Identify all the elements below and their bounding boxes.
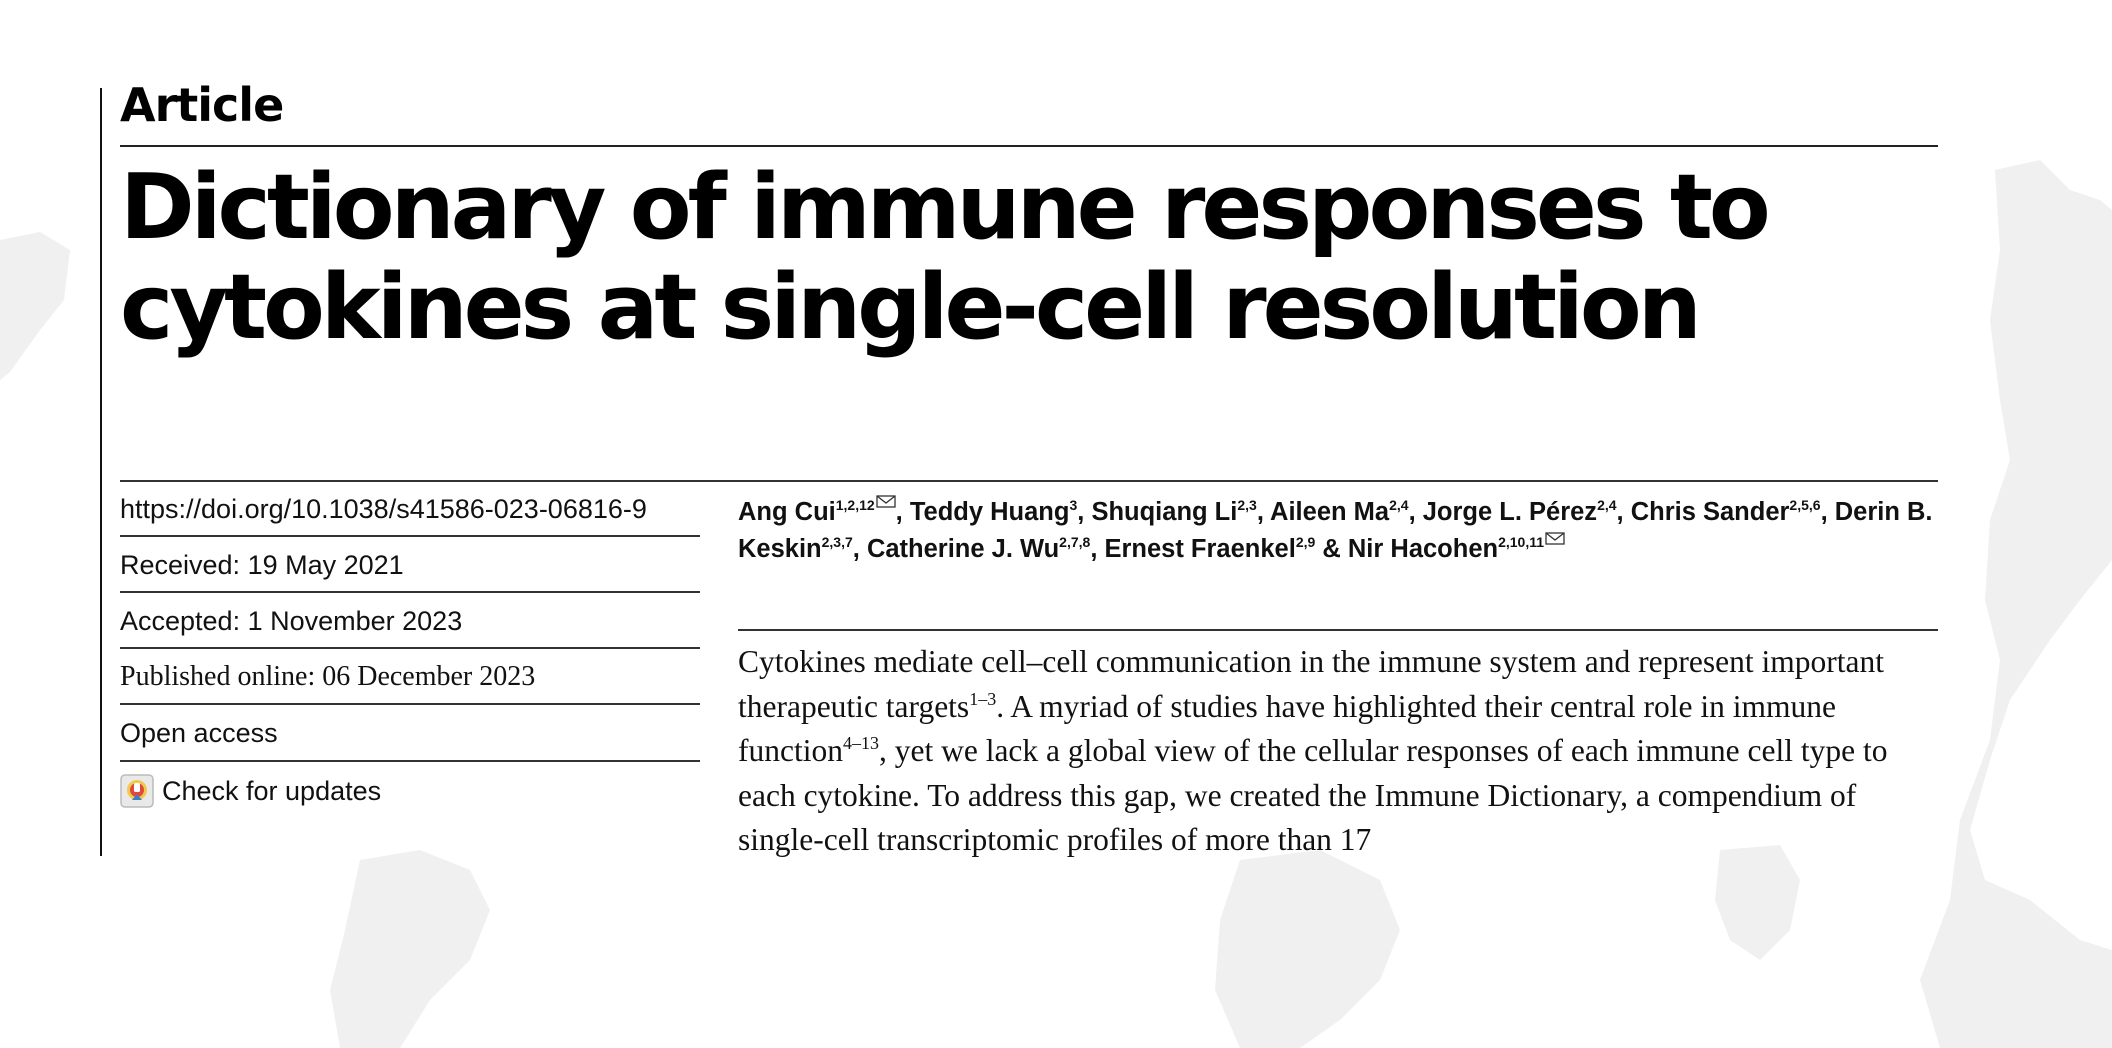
author-name[interactable]: Jorge L. Pérez2,4	[1423, 498, 1617, 526]
author-affiliation: 2,5,6	[1789, 497, 1821, 513]
author-name[interactable]: Catherine J. Wu2,7,8	[867, 535, 1090, 563]
received-date: Received: 19 May 2021	[120, 550, 404, 580]
author-name[interactable]: Shuqiang Li2,3	[1091, 498, 1256, 526]
author-name-text: Aileen Ma	[1270, 498, 1390, 526]
author-name-text: Chris Sander	[1630, 498, 1790, 526]
author-separator: ,	[1820, 498, 1835, 526]
author-name[interactable]: Nir Hacohen2,10,11	[1347, 532, 1565, 563]
author-separator: ,	[1616, 498, 1631, 526]
abstract-text: Cytokines mediate cell–cell communicatio…	[738, 640, 1933, 858]
author-separator: ,	[1077, 498, 1092, 526]
author-name[interactable]: Chris Sander2,5,6	[1631, 498, 1821, 526]
envelope-icon[interactable]	[876, 495, 896, 508]
author-separator: ,	[1408, 498, 1423, 526]
author-name[interactable]: Ernest Fraenkel2,9	[1104, 535, 1315, 563]
author-separator: ,	[1090, 535, 1105, 563]
doi-link[interactable]: https://doi.org/10.1038/s41586-023-06816…	[120, 494, 647, 524]
meta-rule-1	[120, 535, 700, 537]
author-affiliation: 3	[1069, 497, 1078, 513]
abstract-segment: . A myriad of studies have highlighted t…	[738, 688, 1837, 769]
meta-rule-5	[120, 760, 700, 762]
author-list: Ang Cui1,2,12, Teddy Huang3, Shuqiang Li…	[738, 494, 1938, 568]
header-rule	[120, 145, 1938, 147]
author-name[interactable]: Ang Cui1,2,12	[738, 495, 896, 526]
author-separator: ,	[1256, 498, 1271, 526]
author-affiliation: 2,7,8	[1059, 534, 1091, 550]
author-affiliation: 2,3,7	[821, 534, 853, 550]
author-name-text: Teddy Huang	[909, 498, 1070, 526]
author-name-text: Ernest Fraenkel	[1104, 535, 1296, 563]
check-for-updates-label: Check for updates	[162, 775, 382, 806]
author-affiliation: 2,4	[1597, 497, 1617, 513]
author-name[interactable]: Aileen Ma2,4	[1270, 498, 1409, 526]
author-separator: &	[1315, 535, 1348, 563]
meta-rule-4	[120, 703, 700, 705]
author-name-text: Catherine J. Wu	[866, 535, 1060, 563]
accepted-date: Accepted: 1 November 2023	[120, 606, 463, 636]
author-name-text: Jorge L. Pérez	[1422, 498, 1598, 526]
paper-title: Dictionary of immune responses to cytoki…	[120, 155, 1771, 360]
author-affiliation: 2,3	[1237, 497, 1257, 513]
page-cutoff	[0, 856, 2112, 1048]
author-affiliation: 1,2,12	[835, 497, 875, 513]
author-name-text: Ang Cui	[738, 498, 836, 526]
author-separator: ,	[852, 535, 867, 563]
check-for-updates-button[interactable]: Check for updates	[120, 774, 381, 808]
meta-rule-3	[120, 647, 700, 649]
author-affiliation: 2,9	[1295, 534, 1316, 550]
author-affiliation: 2,10,11	[1498, 534, 1545, 550]
citation-reference[interactable]: 4–13	[842, 733, 879, 753]
meta-rule-top	[120, 480, 1938, 482]
left-margin-rule	[100, 88, 102, 856]
author-name-text: Shuqiang Li	[1091, 498, 1238, 526]
published-date: Published online: 06 December 2023	[120, 661, 536, 692]
author-name-text: Derin B. Keskin	[738, 498, 1933, 563]
citation-reference[interactable]: 1–3	[969, 688, 997, 709]
open-access-label: Open access	[120, 718, 278, 748]
author-name-text: Nir Hacohen	[1347, 535, 1499, 563]
author-affiliation: 2,4	[1389, 497, 1409, 513]
author-name[interactable]: Derin B. Keskin2,3,7	[738, 498, 1933, 563]
abstract-segment: , yet we lack a global view of the cellu…	[738, 733, 1888, 857]
abstract-rule	[738, 629, 1938, 631]
envelope-icon[interactable]	[1545, 532, 1565, 545]
author-name[interactable]: Teddy Huang3	[910, 498, 1077, 526]
article-type-label: Article	[120, 78, 284, 132]
check-for-updates-icon	[120, 774, 154, 808]
meta-rule-2	[120, 591, 700, 593]
author-separator: ,	[895, 498, 910, 526]
abstract-segment: Cytokines mediate cell–cell communicatio…	[738, 644, 1884, 724]
